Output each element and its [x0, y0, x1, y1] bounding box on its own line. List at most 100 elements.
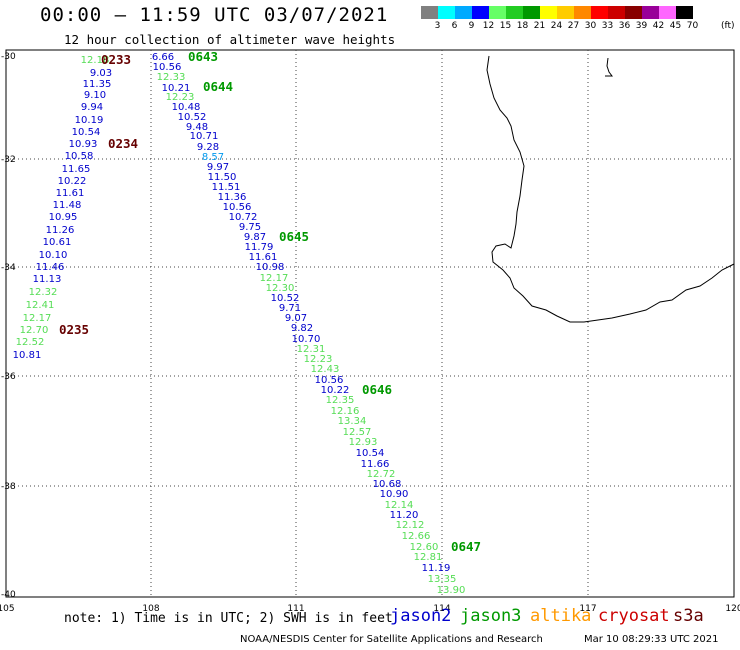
colorbar-swatch	[591, 6, 608, 19]
wave-height-value: 9.28	[197, 142, 219, 153]
wave-height-value: 11.35	[83, 79, 112, 90]
pass-time-label: 0645	[279, 229, 309, 244]
lat-tick-label: -34	[1, 263, 16, 273]
colorbar-label: 21	[533, 21, 546, 31]
wave-height-value: 9.75	[239, 222, 261, 233]
colorbar-label: 42	[652, 21, 665, 31]
wave-height-value: 10.98	[256, 262, 285, 273]
colorbar-swatch	[489, 6, 506, 19]
legend-s3a: s3a	[673, 606, 704, 626]
wave-height-value: 13.34	[338, 416, 367, 427]
wave-height-value: 10.10	[39, 250, 68, 261]
colorbar-label: 36	[618, 21, 631, 31]
wave-height-value: 12.43	[311, 364, 340, 375]
wave-height-value: 6.66	[152, 52, 174, 63]
wave-height-value: 12.35	[326, 395, 355, 406]
wave-height-value: 10.72	[229, 212, 258, 223]
colorbar-label: 27	[567, 21, 580, 31]
colorbar-label: 6	[451, 21, 458, 31]
wave-height-value: 12.16	[331, 406, 360, 417]
colorbar-swatch	[455, 6, 472, 19]
wave-height-value: 10.61	[43, 237, 72, 248]
wave-height-value: 10.90	[380, 489, 409, 500]
pass-time-label: 0234	[108, 136, 138, 151]
lon-tick-label: 105	[0, 604, 15, 614]
pass-time-label: 0235	[59, 322, 89, 337]
wave-height-value: 10.70	[292, 334, 321, 345]
wave-height-value: 11.13	[33, 274, 62, 285]
lat-tick-label: -30	[1, 52, 16, 62]
footer-timestamp: Mar 10 08:29:33 UTC 2021	[584, 634, 719, 645]
coastline	[486, 55, 735, 323]
colorbar-swatch	[421, 6, 438, 19]
wave-height-value: 9.71	[279, 303, 301, 314]
colorbar-label: 15	[499, 21, 512, 31]
wave-height-value: 12.93	[349, 437, 378, 448]
wave-height-value: 9.48	[186, 122, 208, 133]
wave-height-value: 10.52	[271, 293, 300, 304]
colorbar-label: 33	[601, 21, 614, 31]
wave-height-value: 10.58	[65, 151, 94, 162]
wave-height-value: 10.93	[69, 139, 98, 150]
colorbar-label: 3	[434, 21, 441, 31]
colorbar-label: 9	[468, 21, 475, 31]
lat-tick-label: -32	[1, 155, 16, 165]
wave-height-value: 10.95	[49, 212, 78, 223]
wave-height-value: 10.68	[373, 479, 402, 490]
wave-height-value: 10.22	[321, 385, 350, 396]
wave-height-value: 12.60	[410, 542, 439, 553]
colorbar-swatch	[472, 6, 489, 19]
colorbar-label: 30	[584, 21, 597, 31]
pass-time-label: 0647	[451, 539, 481, 554]
wave-height-value: 11.26	[46, 225, 75, 236]
wave-height-value: 13.35	[428, 574, 457, 585]
wave-height-value: 10.81	[13, 350, 42, 361]
wave-height-value: 9.82	[291, 323, 313, 334]
lon-tick-label: 114	[433, 604, 450, 614]
wave-height-value: 10.71	[190, 131, 219, 142]
wave-height-value: 9.87	[244, 232, 266, 243]
colorbar-swatch	[557, 6, 574, 19]
wave-height-value: 13.90	[437, 585, 466, 596]
wave-height-value: 8.57	[202, 152, 224, 163]
wave-height-value: 9.03	[90, 68, 112, 79]
colorbar-swatch	[540, 6, 557, 19]
colorbar-label: 18	[516, 21, 529, 31]
colorbar	[421, 6, 693, 19]
lat-tick-label: -40	[1, 590, 16, 600]
wave-height-value: 11.79	[245, 242, 274, 253]
legend-jason3: jason3	[460, 606, 522, 626]
lat-tick-label: -36	[1, 372, 16, 382]
wave-height-value: 10.21	[162, 83, 191, 94]
wave-height-value: 12.72	[367, 469, 396, 480]
wave-height-value: 12.17	[260, 273, 289, 284]
wave-height-value: 9.10	[84, 90, 106, 101]
pass-time-label: 0646	[362, 382, 392, 397]
wave-height-value: 12.23	[304, 354, 333, 365]
wave-height-value: 12.52	[16, 337, 45, 348]
wave-height-value: 11.61	[249, 252, 278, 263]
colorbar-swatch	[506, 6, 523, 19]
wave-height-value: 10.48	[172, 102, 201, 113]
wave-height-value: 10.19	[75, 115, 104, 126]
wave-height-value: 12.41	[26, 300, 55, 311]
wave-height-value: 10.56	[315, 375, 344, 386]
wave-height-value: 11.61	[56, 188, 85, 199]
colorbar-label: 24	[550, 21, 563, 31]
legend-altika: altika	[530, 606, 592, 626]
lon-tick-label: 117	[579, 604, 596, 614]
map-frame	[5, 49, 735, 598]
colorbar-swatch	[438, 6, 455, 19]
colorbar-label: 39	[635, 21, 648, 31]
page-subtitle: 12 hour collection of altimeter wave hei…	[64, 32, 396, 47]
legend-jason2: jason2	[390, 606, 452, 626]
lon-tick-label: 111	[287, 604, 304, 614]
wave-height-value: 11.48	[53, 200, 82, 211]
wave-height-value: 12.12	[396, 520, 425, 531]
wave-height-value: 10.52	[178, 112, 207, 123]
wave-height-value: 10.56	[223, 202, 252, 213]
wave-height-value: 12.66	[402, 531, 431, 542]
wave-height-value: 9.97	[207, 162, 229, 173]
wave-height-value: 12.32	[29, 287, 58, 298]
